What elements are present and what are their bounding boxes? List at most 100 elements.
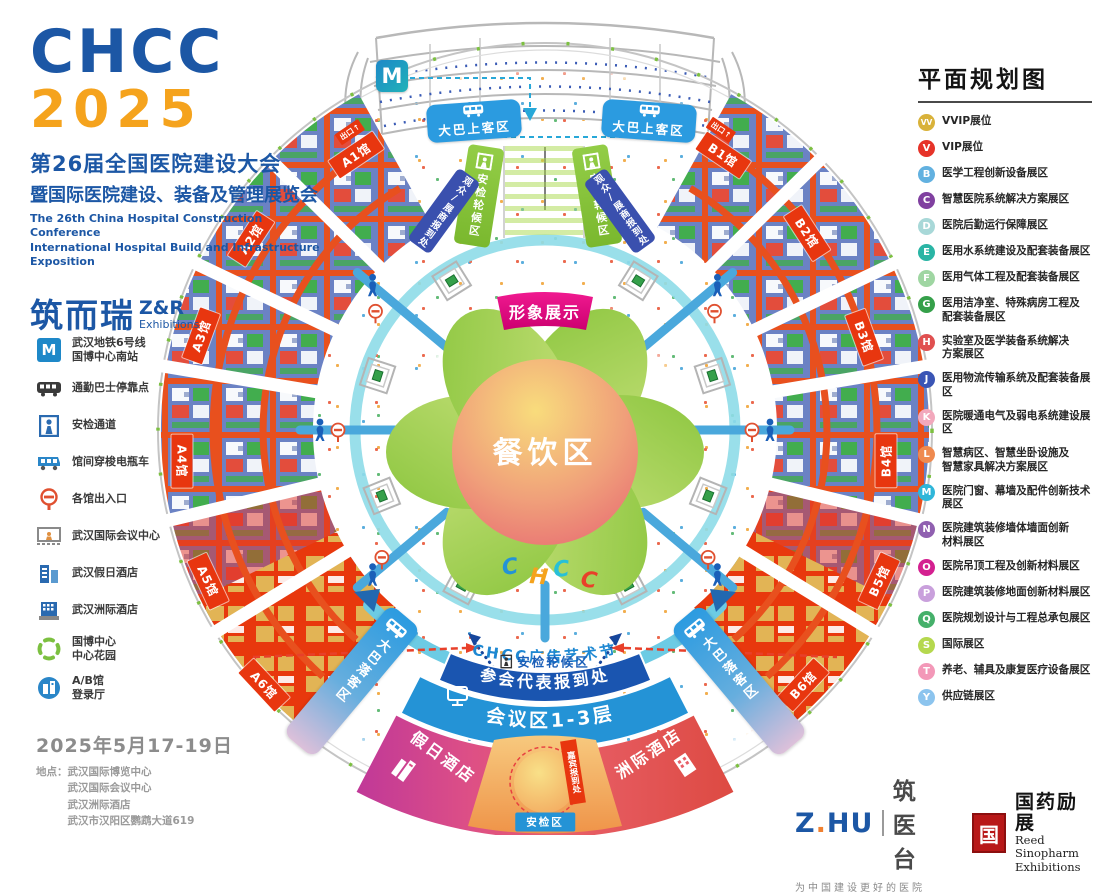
- zone-code-badge: D: [918, 218, 935, 235]
- zone-legend-panel: 平面规划图 VV VVIP展位 V VIP展位 B 医学工程创新设备展区 C 智慧医院系…: [918, 60, 1092, 706]
- bus-boarding-banner-right: 大巴上客区: [600, 98, 698, 144]
- event-title-en: The 26th China Hospital Construction Con…: [30, 212, 320, 268]
- svg-text:C: C: [500, 554, 519, 581]
- bus-boarding-label: 大巴上客区: [611, 118, 686, 139]
- security-wait-label-group: 安检轮候区: [500, 652, 590, 671]
- chcc-art-letters: C H C C: [500, 554, 598, 594]
- hall-entrance-icon: [36, 487, 62, 513]
- zone-code-badge: G: [918, 296, 935, 313]
- event-year: 2025: [30, 80, 203, 140]
- zone-legend-item: C 智慧医院系统解决方案展区: [918, 192, 1092, 209]
- zone-code-badge: F: [918, 270, 935, 287]
- legend-central-garden: 国博中心 中心花园: [36, 635, 160, 664]
- venue-label: 地点：: [36, 766, 68, 778]
- zone-legend-item: N 医院建筑装修墙体墙面创新 材料展区: [918, 521, 1092, 550]
- zone-legend-item: O 医院吊顶工程及创新材料展区: [918, 558, 1092, 576]
- shuttle-cart-icon: [36, 450, 62, 476]
- zone-code-badge: P: [918, 584, 935, 602]
- zhu-logo-text: Z.HU: [795, 807, 874, 839]
- organizer-name-cn: 筑而瑞: [30, 296, 135, 336]
- zone-legend-item: Y 供应链展区: [918, 688, 1092, 706]
- legend-login-hall: A/B馆 登录厅: [36, 674, 160, 703]
- commuter-bus-icon: [36, 376, 62, 402]
- bus-icon: [684, 618, 705, 639]
- legend-intercontinental-hotel: 武汉洲际酒店: [36, 598, 160, 624]
- zone-legend-item: F 医用气体工程及配套装备展区: [918, 270, 1092, 287]
- event-date: 2025年5月17-19日: [36, 735, 233, 757]
- svg-text:H: H: [528, 564, 549, 591]
- bus-icon: [386, 618, 407, 639]
- zone-code-badge: B: [918, 166, 935, 183]
- zone-legend-item: Q 医院规划设计与工程总承包展区: [918, 610, 1092, 628]
- legend-metro: M 武汉地铁6号线 国博中心南站: [36, 336, 160, 365]
- logo-divider: [882, 810, 884, 836]
- zhu-tagline: 为中国建设更好的医院: [795, 883, 925, 894]
- svg-text:C: C: [579, 567, 598, 594]
- bus-dropoff-banner-left: 大巴落客区: [282, 603, 422, 759]
- conference-zone-band: 会议区1-3层: [399, 674, 691, 749]
- holiday-hotel-icon: [36, 561, 62, 587]
- event-subtitle-cn: 暨国际医院建设、装备及管理展览会: [30, 185, 318, 206]
- zone-code-badge: L: [918, 446, 935, 464]
- central-garden-icon: [36, 636, 62, 662]
- zone-code-badge: T: [918, 662, 935, 680]
- security-check-zone: [468, 735, 622, 834]
- zone-legend-item: J 医用物流传输系统及配套装备展区: [918, 371, 1092, 400]
- bus-icon: [463, 104, 484, 118]
- partner-logos: Z.HU 筑医台 为中国建设更好的医院 国 国药励展 Reed Sinophar…: [795, 772, 1096, 894]
- facility-legend: M 武汉地铁6号线 国博中心南站 通勤巴士停靠点 安检通道 馆间穿梭电瓶车 各馆…: [36, 336, 160, 703]
- hall-label-a4: A4馆: [171, 434, 193, 488]
- login-hall-icon: [36, 675, 62, 701]
- legend-commuter-bus: 通勤巴士停靠点: [36, 376, 160, 402]
- zone-legend-item: D 医院后勤运行保障展区: [918, 218, 1092, 235]
- svg-text:C: C: [552, 557, 570, 583]
- zone-code-badge: O: [918, 558, 935, 576]
- event-info: 2025年5月17-19日 地点： 武汉国际博览中心 武汉国际会议中心 武汉洲际…: [36, 731, 233, 829]
- zone-code-badge: S: [918, 636, 935, 654]
- dining-area: 餐饮区: [386, 308, 704, 596]
- hall-label-b4: B4馆: [875, 434, 897, 488]
- image-display-banner: 形象展示: [497, 292, 593, 330]
- event-title-cn: 第26届全国医院建设大会: [30, 152, 282, 176]
- person-icon: [500, 654, 513, 668]
- zone-code-badge: Y: [918, 688, 935, 706]
- bus-icon: [639, 104, 660, 118]
- zone-code-badge: VV: [918, 114, 935, 131]
- bus-boarding-label: 大巴上客区: [437, 118, 512, 139]
- zone-legend-item: VV VVIP展位: [918, 114, 1092, 131]
- organizer-abbr: Z&R: [139, 297, 184, 320]
- zone-legend-item: G 医用洁净室、特殊病房工程及 配套装备展区: [918, 296, 1092, 325]
- reed-name-en: Reed Sinopharm Exhibitions: [1015, 833, 1081, 874]
- hotel-building-icon: [391, 758, 417, 782]
- pedestrian-icons: [315, 273, 775, 586]
- organizer-logo: 筑而瑞 Z&R Exhibitions: [30, 296, 330, 336]
- event-logo: CHCC: [30, 17, 225, 87]
- zone-legend-item: T 养老、辅具及康复医疗设备展区: [918, 662, 1092, 680]
- security-channel-icon: [36, 413, 62, 439]
- zone-legend-item: E 医用水系统建设及配套装备展区: [918, 244, 1092, 261]
- dining-label: 餐饮区: [493, 436, 598, 471]
- zhu-logo-cn: 筑医台: [892, 779, 918, 873]
- legend-shuttle-cart: 馆间穿梭电瓶车: [36, 450, 160, 476]
- legend-holiday-hotel: 武汉假日酒店: [36, 561, 160, 587]
- zone-code-badge: Q: [918, 610, 935, 628]
- zone-legend-list: VV VVIP展位 V VIP展位 B 医学工程创新设备展区 C 智慧医院系统解决方案展…: [918, 114, 1092, 706]
- hotel-building-icon: [673, 752, 697, 778]
- legend-hall-entrance: 各馆出入口: [36, 487, 160, 513]
- zone-code-badge: K: [918, 408, 935, 426]
- zone-legend-title: 平面规划图: [918, 67, 1048, 93]
- bus-boarding-banner-left: 大巴上客区: [425, 98, 523, 144]
- zone-legend-item: P 医院建筑装修地面创新材料展区: [918, 584, 1092, 602]
- reed-logo-mark: 国: [972, 813, 1007, 853]
- hall-entrance-markers: [330, 303, 760, 570]
- hall-separators: [159, 151, 931, 640]
- zone-code-badge: E: [918, 244, 935, 261]
- svg-text:M: M: [42, 341, 57, 359]
- security-gate-icon: [475, 152, 494, 171]
- legend-conference-center: 武汉国际会议中心: [36, 524, 160, 550]
- security-area-tag: 安检区: [515, 812, 575, 832]
- zone-code-badge: J: [918, 371, 935, 389]
- reed-sinopharm-logo: 国 国药励展 Reed Sinopharm Exhibitions: [972, 792, 1096, 873]
- zone-legend-item: M 医院门窗、幕墙及配件创新技术展区: [918, 483, 1092, 513]
- organizer-sub: Exhibitions: [139, 318, 200, 332]
